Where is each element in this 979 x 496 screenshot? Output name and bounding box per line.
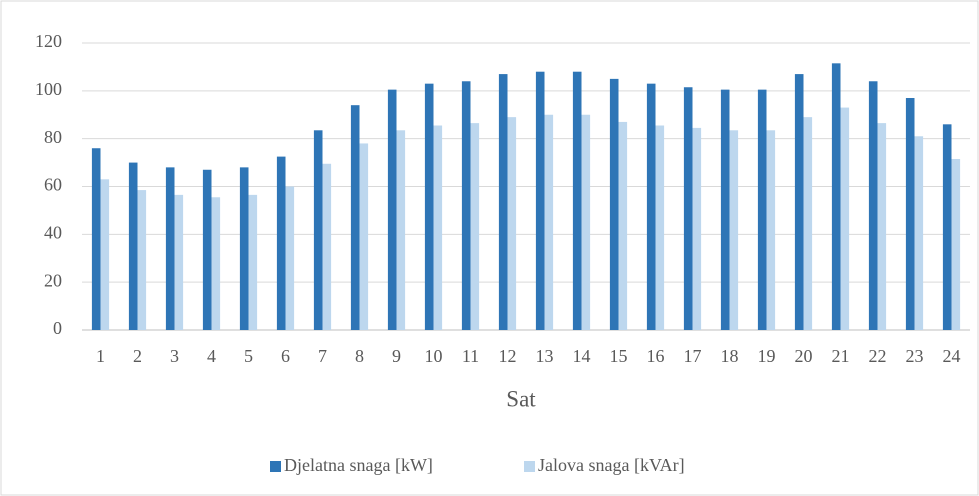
bar [581, 114, 591, 330]
x-tick-label: 21 [832, 346, 850, 366]
bar [692, 127, 702, 330]
y-tick-label: 80 [44, 127, 62, 147]
x-tick-label: 14 [573, 346, 591, 366]
bar [905, 98, 915, 330]
bar [433, 125, 443, 330]
bar [766, 130, 776, 330]
x-tick-label: 17 [684, 346, 702, 366]
bar [128, 162, 138, 330]
x-axis-title: Sat [506, 386, 536, 411]
bar [803, 117, 813, 331]
bar [646, 83, 656, 331]
y-tick-label: 0 [53, 318, 62, 338]
bar [951, 158, 961, 330]
bar [507, 117, 517, 331]
bar [350, 105, 360, 330]
bar [424, 83, 434, 331]
bar [174, 194, 184, 330]
x-tick-label: 6 [281, 346, 290, 366]
x-tick-label: 11 [462, 346, 479, 366]
bar [618, 121, 628, 330]
x-tick-label: 22 [869, 346, 887, 366]
x-tick-label: 2 [133, 346, 142, 366]
bar [239, 167, 249, 330]
bar [359, 143, 369, 330]
bar [165, 167, 175, 330]
bar [877, 123, 887, 330]
bar [609, 78, 619, 330]
bar [461, 81, 471, 331]
x-tick-label: 16 [647, 346, 665, 366]
x-tick-label: 20 [795, 346, 813, 366]
x-tick-label: 5 [244, 346, 253, 366]
x-tick-label: 18 [721, 346, 739, 366]
bar [720, 89, 730, 330]
legend-swatch [524, 461, 535, 472]
x-tick-label: 10 [425, 346, 443, 366]
x-tick-label: 3 [170, 346, 179, 366]
bar [729, 130, 739, 330]
y-tick-label: 120 [35, 31, 62, 51]
legend-label: Jalova snaga [kVAr] [538, 455, 685, 475]
x-tick-label: 13 [536, 346, 554, 366]
bar [248, 194, 258, 330]
bar [535, 71, 545, 330]
bar [840, 107, 850, 330]
bar [831, 63, 841, 331]
bar [868, 81, 878, 331]
bar [322, 163, 332, 330]
bar [757, 89, 767, 330]
x-tick-label: 24 [943, 346, 961, 366]
bar [655, 125, 665, 330]
bar [396, 130, 406, 330]
bar [100, 179, 110, 330]
x-tick-label: 4 [207, 346, 216, 366]
bar [276, 156, 286, 330]
legend-label: Djelatna snaga [kW] [284, 455, 433, 475]
x-tick-label: 1 [96, 346, 105, 366]
y-tick-label: 100 [35, 79, 62, 99]
bar [211, 197, 221, 330]
bar [91, 148, 101, 330]
bar [544, 114, 554, 330]
x-tick-label: 9 [392, 346, 401, 366]
bar [572, 71, 582, 330]
x-tick-label: 8 [355, 346, 364, 366]
y-tick-label: 20 [44, 270, 62, 290]
bar [387, 89, 397, 330]
bar [285, 186, 295, 330]
bar [794, 74, 804, 330]
bar [137, 190, 147, 330]
bar [313, 130, 323, 330]
x-tick-label: 7 [318, 346, 327, 366]
bar [470, 123, 480, 330]
bar [683, 87, 693, 330]
y-tick-label: 40 [44, 222, 62, 242]
bar [202, 169, 212, 330]
bar [914, 136, 924, 330]
x-tick-label: 12 [499, 346, 517, 366]
legend-swatch [270, 461, 281, 472]
x-tick-label: 23 [906, 346, 924, 366]
bar [498, 74, 508, 330]
bar [942, 124, 952, 330]
x-tick-label: 15 [610, 346, 628, 366]
y-tick-label: 60 [44, 175, 62, 195]
x-tick-label: 19 [758, 346, 776, 366]
